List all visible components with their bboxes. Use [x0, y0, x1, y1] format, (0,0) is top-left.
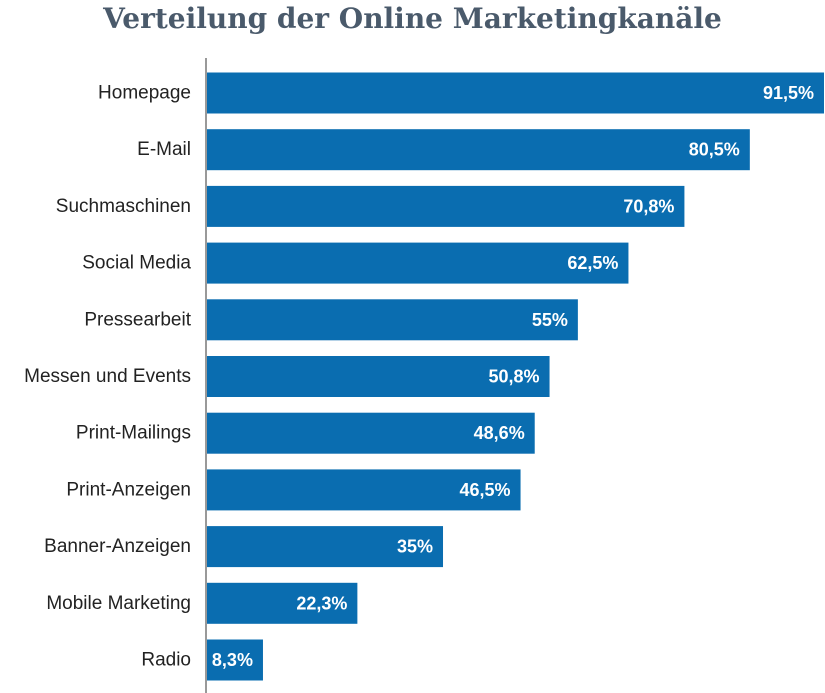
bar-0	[207, 72, 824, 114]
category-label: Pressearbeit	[84, 309, 191, 330]
bars-group: Homepage 91,5% E-Mail 80,5% Suchmaschinen 70,…	[24, 72, 824, 681]
value-label: 91,5%	[763, 83, 814, 103]
value-label: 22,3%	[296, 593, 347, 613]
category-label: Banner-Anzeigen	[44, 536, 191, 557]
category-label: Print-Anzeigen	[66, 479, 191, 500]
category-label: Homepage	[98, 83, 191, 104]
value-label: 8,3%	[212, 650, 253, 670]
bar-4	[207, 299, 578, 341]
value-label: 80,5%	[689, 140, 740, 160]
chart-title: Verteilung der Online Marketingkanäle	[103, 2, 722, 35]
bar-3	[207, 242, 629, 284]
bar-2	[207, 185, 685, 227]
bar-7	[207, 469, 521, 511]
category-label: Suchmaschinen	[56, 196, 191, 217]
value-label: 48,6%	[474, 423, 525, 443]
bar-8	[207, 526, 444, 568]
category-label: Print-Mailings	[76, 423, 191, 444]
bar-9	[207, 582, 358, 624]
value-label: 62,5%	[567, 253, 618, 273]
value-label: 50,8%	[489, 367, 540, 387]
category-label: Mobile Marketing	[46, 593, 191, 614]
value-label: 70,8%	[623, 196, 674, 216]
value-label: 46,5%	[460, 480, 511, 500]
bar-10	[207, 639, 263, 681]
category-label: Radio	[141, 650, 191, 671]
category-label: Messen und Events	[24, 366, 191, 387]
value-label: 55%	[532, 310, 568, 330]
value-label: 35%	[397, 537, 433, 557]
category-label: E-Mail	[137, 139, 191, 160]
category-label: Social Media	[82, 253, 191, 274]
bar-5	[207, 356, 550, 397]
bar-6	[207, 412, 535, 454]
bar-1	[207, 129, 750, 171]
